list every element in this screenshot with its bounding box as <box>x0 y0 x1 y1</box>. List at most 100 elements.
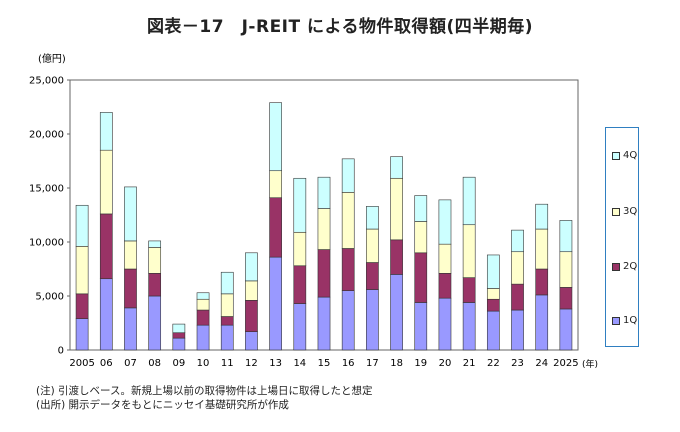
bar-segment-1q <box>438 297 452 351</box>
y-tick-label: 15,000 <box>29 184 64 195</box>
bar-segment-2q <box>317 249 331 298</box>
bar-segment-3q <box>124 240 137 270</box>
y-tick-label: 0 <box>58 346 64 357</box>
legend-swatch <box>612 316 620 325</box>
x-tick-label: 12 <box>245 358 258 369</box>
source-line: (出所) 開示データをもとにニッセイ基礎研究所が作成 <box>36 399 289 411</box>
chart-title: 図表－17 J-REIT による物件取得額(四半期毎) <box>146 17 534 37</box>
bar-segment-1q <box>293 303 307 351</box>
bar-segment-3q <box>293 231 307 267</box>
bar-segment-1q <box>245 331 258 351</box>
bar-segment-1q <box>269 256 282 351</box>
bar-segment-3q <box>511 251 524 285</box>
x-tick-label: 22 <box>487 358 500 369</box>
legend-item-4q: 4Q <box>612 150 637 161</box>
bar-segment-4q <box>390 156 403 179</box>
bar-segment-1q <box>124 307 137 351</box>
bar-segment-1q <box>511 309 524 351</box>
notes: (注) 引渡しベース。新規上場以前の取得物件は上場日に取得したと想定 (出所) … <box>36 384 373 412</box>
bar-segment-2q <box>220 316 234 326</box>
bar-segment-2q <box>269 197 282 258</box>
bar-segment-4q <box>559 220 573 253</box>
bar-segment-3q <box>462 224 476 278</box>
bar-segment-3q <box>414 221 428 254</box>
bar-segment-2q <box>486 298 500 312</box>
x-tick-label: 15 <box>318 358 331 369</box>
bar-segment-4q <box>462 176 476 226</box>
bar-segment-2q <box>390 239 403 275</box>
bars <box>75 102 573 351</box>
legend-label: 3Q <box>623 206 638 217</box>
bar-segment-1q <box>486 310 500 351</box>
x-tick-label: 16 <box>342 358 355 369</box>
x-tick-label: 10 <box>197 358 210 369</box>
bar-segment-4q <box>366 206 379 230</box>
bar-segment-4q <box>220 271 234 295</box>
bar-segment-4q <box>269 102 282 172</box>
bar-segment-3q <box>220 293 234 317</box>
bar-segment-3q <box>341 192 355 249</box>
bar-segment-3q <box>535 228 549 270</box>
bar-segment-3q <box>148 247 162 274</box>
bar-segment-3q <box>75 246 89 295</box>
note-line: (注) 引渡しベース。新規上場以前の取得物件は上場日に取得したと想定 <box>36 385 373 397</box>
x-tick-label: 2025 <box>553 358 578 369</box>
bar-segment-1q <box>390 274 403 351</box>
bar-segment-3q <box>196 298 210 311</box>
x-tick-label: 06 <box>100 358 113 369</box>
bar-segment-1q <box>414 302 428 351</box>
bar-segment-1q <box>99 278 113 351</box>
x-tick-label: 13 <box>269 358 282 369</box>
bar-segment-2q <box>99 213 113 280</box>
x-tick-label: 11 <box>221 358 234 369</box>
bar-segment-4q <box>75 204 89 247</box>
y-tick-label: 25,000 <box>29 76 64 87</box>
bar-segment-4q <box>317 176 331 209</box>
x-tick-label: 23 <box>511 358 524 369</box>
legend-item-1q: 1Q <box>612 315 637 326</box>
legend-label: 1Q <box>623 315 638 326</box>
bar-segment-4q <box>535 203 549 230</box>
bar-segment-2q <box>366 262 379 290</box>
bar-segment-1q <box>535 294 549 351</box>
bar-segment-2q <box>341 248 355 291</box>
legend-swatch <box>612 262 620 271</box>
bar-segment-2q <box>75 293 89 319</box>
bar-segment-3q <box>245 280 258 301</box>
bar-segment-2q <box>245 300 258 332</box>
bar-segment-2q <box>462 277 476 303</box>
bar-segment-3q <box>269 170 282 199</box>
bar-segment-4q <box>293 177 307 233</box>
bar-segment-4q <box>196 292 210 300</box>
x-tick-label: 18 <box>390 358 403 369</box>
bar-segment-3q <box>486 288 500 300</box>
bar-segment-4q <box>414 195 428 222</box>
bar-segment-4q <box>486 254 500 289</box>
legend: 4Q 3Q 2Q 1Q <box>605 127 639 347</box>
legend-label: 2Q <box>623 261 638 272</box>
bar-segment-2q <box>535 268 549 296</box>
bar-segment-4q <box>511 229 524 253</box>
legend-item-3q: 3Q <box>612 206 637 217</box>
bar-segment-3q <box>438 243 452 274</box>
bar-segment-2q <box>124 268 137 309</box>
y-axis-label: (億円) <box>38 52 66 65</box>
bar-segment-2q <box>559 287 573 310</box>
x-tick-label: 08 <box>148 358 161 369</box>
bar-segment-1q <box>220 324 234 351</box>
x-tick-label: 14 <box>293 358 306 369</box>
bar-segment-4q <box>438 199 452 245</box>
x-tick-label: 24 <box>535 358 548 369</box>
bar-segment-3q <box>99 149 113 215</box>
bar-segment-1q <box>317 296 331 351</box>
y-tick-label: 5,000 <box>35 292 64 303</box>
bar-segment-3q <box>317 208 331 250</box>
bar-segment-3q <box>366 228 379 263</box>
bar-segment-2q <box>511 283 524 311</box>
x-tick-label: 21 <box>463 358 476 369</box>
bar-segment-1q <box>341 290 355 351</box>
legend-label: 4Q <box>623 150 638 161</box>
bar-segment-2q <box>438 273 452 299</box>
legend-item-2q: 2Q <box>612 261 637 272</box>
